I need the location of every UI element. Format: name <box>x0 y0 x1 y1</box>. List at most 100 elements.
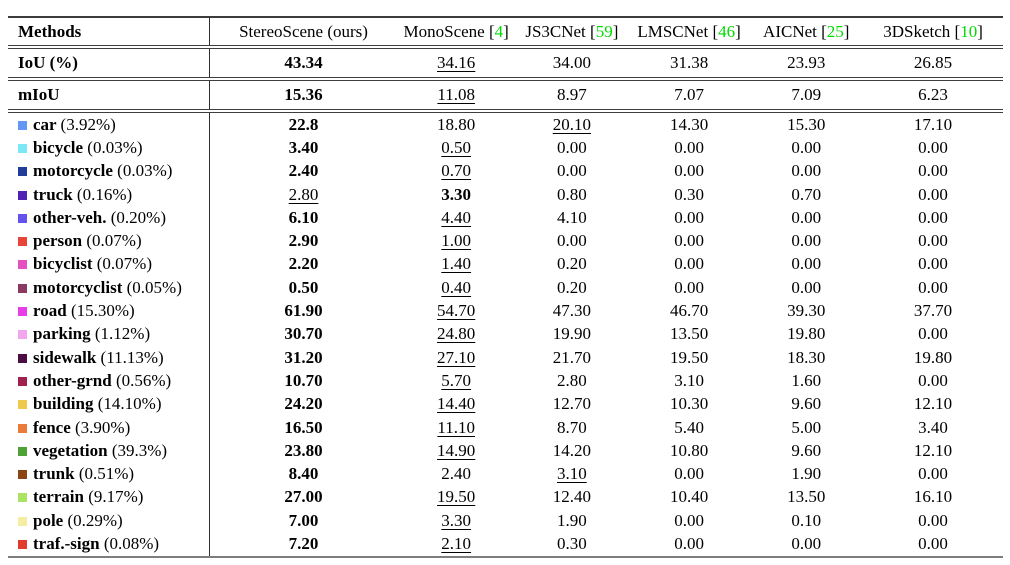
metric-value: 0.80 <box>556 184 587 204</box>
metric-value: 7.00 <box>288 510 319 530</box>
class-row-parking: parking (1.12%) 30.70 24.80 19.90 13.50 19.80… <box>8 322 1003 346</box>
metric-value: 0.50 <box>441 137 472 157</box>
metric-value: 7.09 <box>791 85 822 104</box>
value-cell: 2.90 <box>208 229 398 253</box>
value-cell: 15.30 <box>749 111 863 136</box>
metric-value: 2.40 <box>441 464 472 484</box>
class-label-cell: sidewalk (11.13%) <box>8 346 209 369</box>
metric-value: 1.60 <box>791 370 822 390</box>
metric-value: 0.00 <box>674 510 704 530</box>
class-label-cell: motorcycle (0.03%) <box>8 160 209 183</box>
class-color-swatch-icon <box>18 260 27 270</box>
value-cell: 0.00 <box>863 532 1003 556</box>
class-color-swatch-icon <box>18 167 27 177</box>
class-color-swatch-icon <box>18 330 27 340</box>
value-cell: 37.70 <box>863 299 1003 322</box>
class-share-percent: (14.10%) <box>97 394 162 414</box>
metric-value: 0.00 <box>791 137 822 157</box>
metric-value: 34.16 <box>437 53 476 72</box>
value-cell: 34.16 <box>397 47 516 81</box>
metric-value: 5.70 <box>441 370 472 390</box>
metric-value: 11.08 <box>437 85 475 104</box>
value-cell: 16.10 <box>863 486 1003 509</box>
class-label-cell: road (15.30%) <box>8 299 209 322</box>
method-column-header: StereoScene (ours) <box>208 17 398 49</box>
value-cell: 12.10 <box>863 393 1003 416</box>
metric-value: 0.00 <box>918 161 948 181</box>
class-name: other-veh. <box>33 207 111 227</box>
value-cell: 0.00 <box>749 532 863 556</box>
class-color-swatch-icon <box>18 493 27 503</box>
metric-value: 12.40 <box>552 487 591 507</box>
method-column-header: AICNet [25] <box>749 17 864 49</box>
class-color-swatch-icon <box>18 470 27 480</box>
results-table: Methods StereoScene (ours) MonoScene [4] J… <box>8 16 1003 558</box>
class-name: bicycle <box>33 137 88 157</box>
value-cell: 18.80 <box>397 111 515 136</box>
value-cell: 0.00 <box>863 369 1003 392</box>
metric-value: 0.40 <box>441 277 472 297</box>
metric-value: 12.10 <box>913 440 953 460</box>
value-cell: 1.90 <box>749 462 863 485</box>
citation-number: 46 <box>718 21 736 41</box>
metric-value: 9.60 <box>791 440 822 460</box>
metric-value: 0.00 <box>674 254 704 274</box>
metric-value: 0.30 <box>674 184 704 204</box>
metric-value: 3.30 <box>441 184 472 204</box>
metric-value: 61.90 <box>284 301 323 321</box>
value-cell: 27.10 <box>397 346 515 369</box>
class-share-percent: (0.07%) <box>96 254 152 274</box>
citation-number: 25 <box>826 21 844 41</box>
class-name: trunk <box>33 464 79 484</box>
metric-value: 19.80 <box>787 324 826 344</box>
value-cell: 2.10 <box>397 532 515 556</box>
metric-value: 19.80 <box>913 347 953 367</box>
value-cell: 0.00 <box>749 229 863 252</box>
metric-value: 0.00 <box>791 254 822 274</box>
metric-value: 13.50 <box>669 324 709 344</box>
class-name: parking <box>33 324 95 344</box>
class-share-percent: (9.17%) <box>88 487 144 507</box>
metric-value: 6.23 <box>918 85 948 104</box>
value-cell: 0.70 <box>397 160 515 183</box>
value-cell: 19.80 <box>749 323 863 346</box>
metric-value: 0.30 <box>556 533 587 553</box>
class-color-swatch-icon <box>18 237 27 247</box>
metric-value: 2.80 <box>288 184 319 204</box>
class-label-cell: person (0.07%) <box>8 229 209 252</box>
value-cell: 10.70 <box>208 369 398 393</box>
metric-value: 22.8 <box>288 114 319 134</box>
metric-value: 1.00 <box>441 231 472 251</box>
metric-value: 12.70 <box>552 394 591 414</box>
metric-value: 18.80 <box>437 114 476 134</box>
value-cell: 0.00 <box>863 253 1003 276</box>
value-cell: 0.00 <box>749 160 863 183</box>
metric-value: 3.10 <box>674 370 704 390</box>
value-cell: 0.00 <box>629 276 750 299</box>
class-label-cell: other-grnd (0.56%) <box>8 369 209 392</box>
citation-number: 10 <box>960 21 978 41</box>
value-cell: 0.50 <box>397 136 515 159</box>
metric-value: 0.00 <box>556 231 587 251</box>
class-row-pole: pole (0.29%) 7.00 3.30 1.90 0.00 0.10 0.00 <box>8 509 1003 533</box>
metric-value: 30.70 <box>284 324 323 344</box>
value-cell: 13.50 <box>749 486 863 509</box>
value-cell: 10.30 <box>629 393 750 416</box>
class-color-swatch-icon <box>18 120 27 130</box>
metric-value: 0.00 <box>674 161 704 181</box>
class-name: building <box>33 394 98 414</box>
class-name: road <box>33 301 71 321</box>
metric-value: 24.20 <box>284 394 323 414</box>
value-cell: 4.10 <box>515 206 629 229</box>
value-cell: 0.20 <box>515 276 629 299</box>
metric-value: 0.20 <box>556 254 587 274</box>
value-cell: 1.60 <box>749 369 863 392</box>
class-label-cell: pole (0.29%) <box>8 509 209 532</box>
metric-value: 2.40 <box>288 161 319 181</box>
metric-value: 21.70 <box>552 347 591 367</box>
metric-value: 0.00 <box>674 277 704 297</box>
value-cell: 24.20 <box>208 392 398 416</box>
class-name: sidewalk <box>33 347 101 367</box>
class-label-cell: terrain (9.17%) <box>8 486 209 509</box>
value-cell: 6.23 <box>863 79 1003 113</box>
